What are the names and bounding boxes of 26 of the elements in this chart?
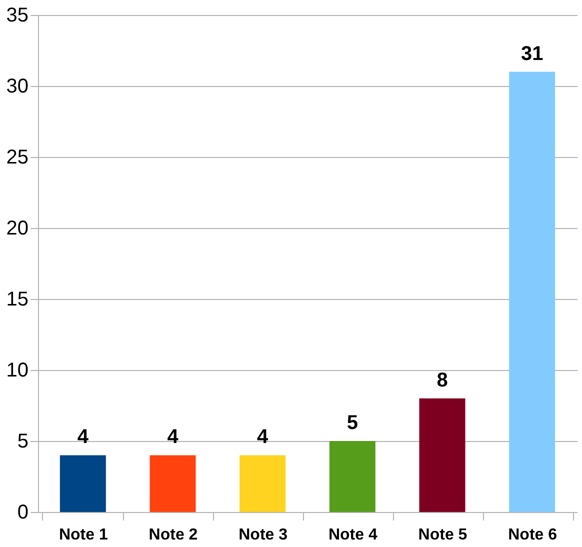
bar (329, 441, 376, 512)
x-tick-label: Note 3 (238, 526, 288, 544)
x-tick-label: Note 5 (418, 526, 468, 544)
y-tick-label: 25 (6, 146, 28, 168)
y-tick-label: 35 (6, 4, 28, 26)
y-tick-label: 0 (17, 502, 28, 524)
x-tick-label: Note 4 (328, 526, 378, 544)
y-tick-label: 5 (17, 430, 28, 452)
bar (509, 72, 556, 512)
x-tick-label: Note 6 (508, 526, 558, 544)
bar (150, 455, 196, 512)
y-tick-label: 30 (6, 76, 28, 98)
y-tick-label: 15 (6, 288, 28, 310)
data-label: 4 (257, 426, 270, 448)
x-tick-label: Note 2 (148, 526, 198, 544)
data-label: 8 (436, 369, 448, 392)
x-tick-label: Note 1 (58, 526, 108, 544)
data-label: 5 (346, 412, 358, 434)
bar (419, 398, 466, 512)
data-label: 4 (167, 426, 180, 448)
bar (240, 455, 286, 512)
bar (60, 455, 106, 512)
y-tick-label: 10 (6, 360, 28, 382)
data-label: 31 (520, 42, 544, 65)
y-tick-label: 20 (6, 218, 28, 240)
data-label: 4 (77, 426, 90, 448)
